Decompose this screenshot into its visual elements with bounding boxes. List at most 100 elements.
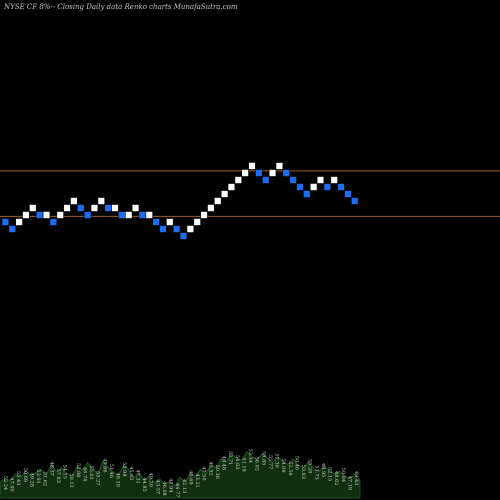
volume-label-21: 44.85 (141, 477, 147, 491)
volume-label-48: 49.95 (320, 463, 326, 477)
guide-lines (0, 170, 500, 217)
volume-label-15: 49.66 (101, 458, 107, 472)
up-brick-31 (214, 197, 222, 205)
volume-label-14: 53.27 (95, 471, 101, 485)
volume-label-51: 50.84 (340, 468, 346, 482)
volume-label-31: 45.92 (207, 461, 213, 475)
up-brick-6 (42, 211, 51, 219)
up-brick-16 (111, 204, 119, 212)
volume-label-47: 51.73 (313, 465, 319, 479)
down-brick-47 (323, 183, 332, 191)
down-brick-44 (303, 190, 311, 198)
down-brick-41 (282, 169, 290, 177)
up-brick-14 (97, 197, 106, 205)
volume-label-37: 53.34 (247, 449, 253, 463)
up-brick-21 (145, 211, 153, 219)
volume-label-13: 55.01 (88, 465, 94, 479)
up-brick-46 (316, 176, 325, 184)
volume-label-46: 55.28 (307, 459, 313, 473)
up-brick-27 (186, 225, 195, 233)
up-brick-40 (275, 162, 284, 170)
down-brick-17 (118, 211, 126, 219)
volume-label-16: 51.46 (108, 464, 114, 478)
volume-labels: 52.24 47.95 55.43 50.69 49.28 53.91 51.6248.37… (2, 449, 359, 498)
volume-label-49: 52.15 (327, 467, 333, 481)
down-brick-11 (77, 204, 85, 212)
up-brick-29 (200, 211, 208, 219)
volume-area (0, 451, 361, 499)
volume-label-38: 56.02 (254, 457, 260, 471)
down-brick-37 (255, 169, 263, 177)
volume-label-39: 58.85 (260, 451, 266, 465)
up-brick-36 (248, 162, 256, 170)
down-brick-0 (1, 218, 10, 226)
volume-label-36: 51.19 (240, 457, 246, 471)
volume-label-1: 47.95 (9, 477, 15, 491)
up-brick-10 (70, 197, 78, 205)
down-brick-43 (296, 183, 304, 191)
down-brick-50 (344, 190, 352, 198)
volume-label-50: 48.62 (333, 471, 339, 485)
down-brick-25 (172, 225, 181, 233)
volume-label-30: 47.50 (201, 466, 207, 480)
chart-title: NYSE CF 8%-- Closing Daily data Renko ch… (3, 3, 238, 11)
volume-label-32: 50.36 (214, 465, 220, 479)
volume-label-43: 52.56 (287, 461, 293, 475)
down-brick-15 (104, 204, 112, 212)
volume-label-7: 48.37 (48, 461, 54, 475)
down-brick-51 (351, 197, 359, 205)
up-brick-2 (15, 218, 23, 226)
volume-label-53: 49.43 (353, 471, 359, 485)
down-brick-12 (83, 211, 92, 219)
up-brick-33 (227, 183, 236, 191)
up-brick-3 (22, 211, 30, 219)
renko-bricks (1, 162, 359, 240)
down-brick-22 (152, 218, 160, 226)
up-brick-48 (330, 176, 338, 184)
up-brick-19 (131, 204, 140, 212)
volume-label-12: 46.74 (81, 467, 87, 481)
up-brick-18 (125, 211, 133, 219)
volume-label-26: 44.77 (174, 483, 180, 497)
up-brick-45 (309, 183, 318, 191)
volume-label-22: 49.20 (148, 473, 154, 487)
down-brick-42 (289, 176, 297, 184)
up-brick-28 (193, 218, 201, 226)
volume-label-34: 52.71 (227, 451, 233, 465)
down-brick-1 (8, 225, 16, 233)
down-brick-38 (261, 176, 270, 184)
down-brick-7 (49, 218, 58, 226)
volume-label-0: 52.24 (2, 476, 8, 490)
volume-label-24: 46.08 (161, 481, 167, 495)
volume-label-2: 55.43 (15, 471, 21, 485)
volume-label-6: 51.62 (42, 472, 48, 486)
up-brick-24 (166, 218, 174, 226)
volume-label-4: 49.28 (28, 473, 34, 487)
down-brick-49 (337, 183, 345, 191)
volume-label-3: 50.69 (22, 468, 28, 482)
volume-label-35: 54.63 (234, 455, 240, 469)
volume-label-28: 40.69 (187, 470, 193, 484)
volume-label-8: 57.83 (55, 469, 61, 483)
up-brick-13 (90, 204, 99, 212)
volume-label-40: 55.77 (267, 455, 273, 469)
down-brick-5 (35, 211, 44, 219)
volume-label-44: 50.40 (293, 456, 299, 470)
up-brick-34 (234, 176, 242, 184)
up-brick-35 (241, 169, 249, 177)
volume-area-shape (0, 451, 361, 499)
volume-label-52: 47.19 (346, 476, 352, 490)
volume-label-17: 48.10 (115, 473, 121, 487)
volume-label-9: 54.15 (62, 465, 68, 479)
volume-label-18: 50.98 (121, 462, 127, 476)
up-brick-4 (29, 204, 37, 212)
volume-label-41: 57.30 (274, 453, 280, 467)
down-brick-23 (159, 225, 167, 233)
volume-label-27: 42.13 (181, 479, 187, 493)
volume-label-42: 54.09 (280, 458, 286, 472)
volume-label-33: 48.48 (221, 456, 227, 470)
up-brick-8 (56, 211, 64, 219)
up-brick-9 (63, 204, 71, 212)
volume-label-10: 50.12 (68, 473, 74, 487)
